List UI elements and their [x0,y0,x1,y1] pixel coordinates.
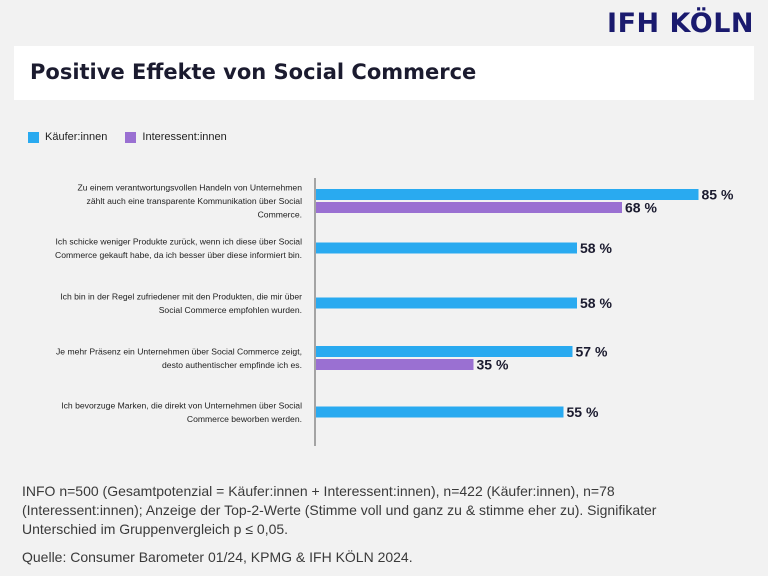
bar-interessent [316,202,622,213]
data-label: 58 % [580,295,612,311]
category-label: zählt auch eine transparente Kommunikati… [87,196,303,206]
bar-kaeufer [316,346,573,357]
data-label: 35 % [477,357,509,373]
bar-kaeufer [316,406,564,418]
data-label: 58 % [580,240,612,256]
data-label: 85 % [702,187,734,203]
data-label: 68 % [625,200,657,216]
legend-label-interessent: Interessent:innen [142,131,227,143]
bar-kaeufer [316,242,577,254]
category-label: Ich bevorzuge Marken, die direkt von Unt… [61,400,302,410]
category-label: Commerce beworben werden. [187,414,302,424]
legend-swatch-interessent [125,131,137,143]
bar-kaeufer [316,189,699,200]
source-note: Quelle: Consumer Barometer 01/24, KPMG &… [22,549,413,565]
category-label: Zu einem verantwortungsvollen Handeln vo… [77,183,302,193]
data-label: 57 % [576,344,608,360]
bar-chart: Zu einem verantwortungsvollen Handeln vo… [55,178,734,446]
category-label: Je mehr Präsenz ein Unternehmen über Soc… [56,346,302,356]
data-label: 55 % [567,404,599,420]
category-label: Ich schicke weniger Produkte zurück, wen… [56,236,303,246]
category-label: Ich bin in der Regel zufriedener mit den… [60,291,302,301]
brand-logo: IFH KÖLN [607,8,754,39]
category-label: Social Commerce empfohlen wurden. [159,305,302,315]
legend-label-kaeufer: Käufer:innen [45,131,108,143]
title-banner: Positive Effekte von Social Commerce [14,46,754,100]
info-note: INFO n=500 (Gesamtpotenzial = Käufer:inn… [22,483,657,537]
category-label: Commerce. [258,210,302,220]
chart-title: Positive Effekte von Social Commerce [30,60,477,84]
legend-item-kaeufer: Käufer:innen [28,131,107,143]
legend-swatch-kaeufer [28,131,39,143]
legend-item-interessent: Interessent:innen [125,131,227,143]
category-label: Commerce gekauft habe, da ich besser übe… [55,250,302,260]
category-label: desto authentischer empfinde ich es. [162,360,302,370]
bar-interessent [316,359,474,370]
bar-kaeufer [316,297,577,309]
chart-legend: Käufer:innen Interessent:innen [28,131,227,143]
